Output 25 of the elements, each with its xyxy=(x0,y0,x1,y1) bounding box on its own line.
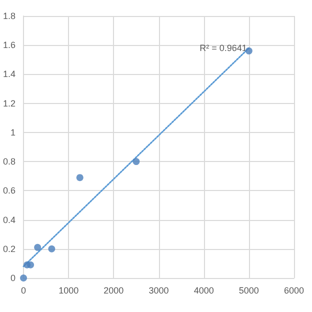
x-tick-label: 5000 xyxy=(238,286,259,296)
x-tick-label: 0 xyxy=(21,286,26,296)
point xyxy=(34,244,42,251)
y-tick-label: 0 xyxy=(10,273,16,283)
y-tick-label: 0.4 xyxy=(2,214,16,225)
y-tick-label: 1.8 xyxy=(2,11,16,21)
point xyxy=(20,274,28,282)
y-tick-label: 1.2 xyxy=(2,98,16,108)
y-tick-label: 0.2 xyxy=(2,244,16,254)
point xyxy=(245,47,252,54)
point xyxy=(48,245,56,252)
x-tick-label: 4000 xyxy=(194,286,214,296)
point xyxy=(76,174,84,182)
x-tick-label: 3000 xyxy=(148,286,169,296)
y-tick-label: 0.6 xyxy=(2,186,16,196)
y-tick-label: 1.6 xyxy=(2,40,16,50)
y-tick-label: 1.4 xyxy=(2,69,16,80)
annotation: R² = 0.9641 xyxy=(200,43,247,54)
point xyxy=(132,158,140,166)
x-tick-label: 6000 xyxy=(284,286,304,296)
y-tick-label: 0.8 xyxy=(2,156,16,167)
y-tick-label: 1 xyxy=(10,127,16,138)
x-tick-label: 1000 xyxy=(58,286,79,296)
x-tick-label: 2000 xyxy=(104,286,124,296)
point xyxy=(27,261,34,268)
